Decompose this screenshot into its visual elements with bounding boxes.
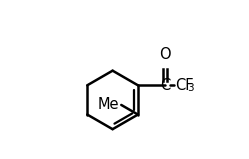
Text: C: C — [160, 78, 170, 93]
Text: O: O — [159, 47, 171, 62]
Text: CF: CF — [175, 78, 193, 93]
Text: 3: 3 — [187, 83, 194, 93]
Text: Me: Me — [97, 97, 119, 112]
